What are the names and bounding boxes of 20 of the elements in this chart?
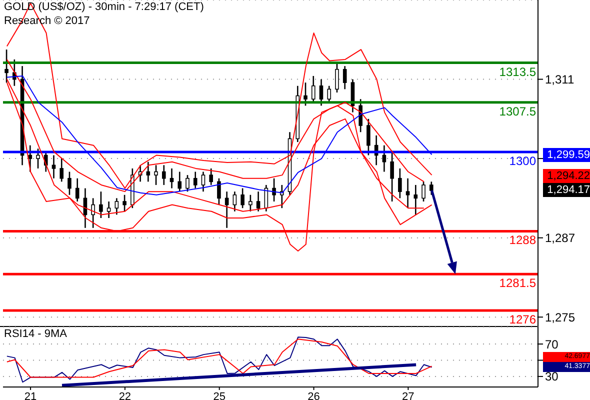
y-tick-label: 1,311 xyxy=(545,72,574,87)
y-tick-label: 1,275 xyxy=(545,310,576,324)
ref-line-label: 1281.5 xyxy=(499,276,536,290)
text: 1,299.59 xyxy=(543,148,590,162)
y-tick-label: 1,287 xyxy=(545,231,576,246)
x-tick-label: 27 xyxy=(402,390,414,400)
y-tick-label: 30 xyxy=(545,370,559,384)
text: 1,294.17 xyxy=(543,183,590,198)
x-tick-label: 21 xyxy=(24,390,37,400)
x-tick-label: 25 xyxy=(213,390,226,400)
ref-line-label: 1288 xyxy=(509,233,536,248)
text: 1,294.22 xyxy=(543,169,590,184)
ref-line-label: 1307.5 xyxy=(499,104,536,118)
x-tick-label: 22 xyxy=(118,390,132,400)
chart-title: RSI14 - 9MA xyxy=(3,328,68,340)
ref-line-label: 1313.5 xyxy=(499,64,536,79)
y-tick-label: 70 xyxy=(545,337,559,352)
ref-line-label: 1300 xyxy=(509,154,536,168)
ref-line-label: 1276 xyxy=(509,312,536,326)
x-tick-label: 26 xyxy=(308,390,320,400)
